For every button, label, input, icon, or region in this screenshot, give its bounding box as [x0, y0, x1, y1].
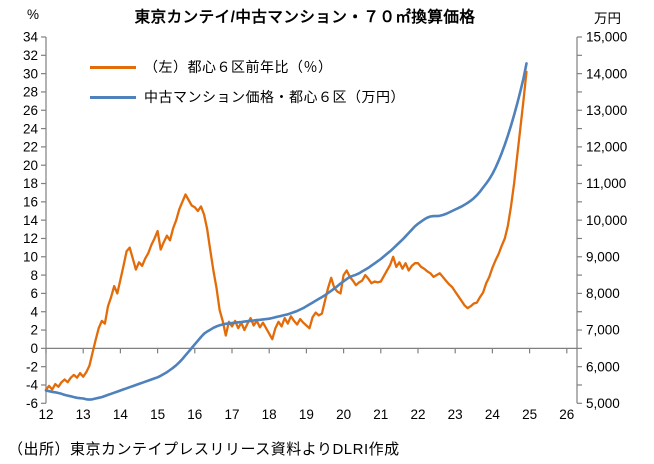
- right-axis-tick-label: 8,000: [586, 286, 620, 301]
- left-axis-tick-label: 24: [23, 121, 39, 136]
- right-axis-unit-label: 万円: [594, 11, 621, 26]
- left-axis-tick-label: 4: [30, 304, 38, 319]
- x-axis-tick-label: 16: [187, 407, 202, 422]
- x-axis-tick-label: 23: [448, 407, 463, 422]
- left-axis-tick-label: 34: [23, 30, 39, 45]
- left-axis-tick-label: -4: [26, 378, 38, 393]
- left-axis-tick-label: 10: [23, 249, 38, 264]
- left-axis-tick-label: -2: [26, 359, 38, 374]
- right-axis-tick-label: 6,000: [586, 359, 620, 374]
- x-axis-tick-label: 25: [522, 407, 537, 422]
- chart-legend: （左）都心６区前年比（％） 中古マンション価格・都心６区（万円）: [90, 52, 405, 112]
- left-axis-tick-label: 0: [30, 341, 38, 356]
- left-axis-tick-label: 30: [23, 66, 38, 81]
- left-axis-tick-label: -6: [26, 396, 38, 411]
- left-axis-tick-label: 12: [23, 231, 38, 246]
- left-axis-tick-label: 20: [23, 158, 38, 173]
- left-axis-tick-label: 2: [30, 323, 38, 338]
- left-axis-tick-label: 32: [23, 48, 38, 63]
- right-axis-tick-label: 11,000: [586, 176, 626, 191]
- legend-item-yoy: （左）都心６区前年比（％）: [90, 52, 405, 82]
- legend-item-price: 中古マンション価格・都心６区（万円）: [90, 82, 405, 112]
- x-axis-tick-label: 14: [113, 407, 129, 422]
- left-axis-tick-label: 8: [30, 268, 38, 283]
- right-axis-tick-label: 7,000: [586, 323, 620, 338]
- left-axis-tick-label: 28: [23, 85, 38, 100]
- x-axis-tick-label: 26: [559, 407, 574, 422]
- left-axis-tick-label: 18: [23, 176, 38, 191]
- x-axis-tick-label: 21: [373, 407, 388, 422]
- right-axis-tick-label: 15,000: [586, 30, 627, 45]
- price-line-swatch-icon: [90, 95, 136, 99]
- chart-title: 東京カンテイ/中古マンション・７０㎡換算価格: [134, 9, 476, 26]
- left-axis-tick-label: 26: [23, 103, 38, 118]
- right-axis-tick-label: 9,000: [586, 249, 620, 264]
- x-axis-tick-label: 17: [224, 407, 239, 422]
- right-axis-tick-label: 13,000: [586, 103, 627, 118]
- x-axis-tick-label: 15: [150, 407, 165, 422]
- right-axis-tick-label: 12,000: [586, 140, 627, 155]
- x-axis-tick-label: 13: [76, 407, 91, 422]
- left-axis-tick-label: 14: [23, 213, 39, 228]
- legend-label-yoy: （左）都心６区前年比（％）: [144, 59, 333, 75]
- left-axis-tick-label: 6: [30, 286, 38, 301]
- x-axis-tick-label: 19: [299, 407, 314, 422]
- left-axis-tick-label: 16: [23, 195, 38, 210]
- yoy-series-line: [44, 70, 528, 391]
- x-axis-tick-label: 22: [410, 407, 425, 422]
- x-axis-tick-label: 18: [262, 407, 277, 422]
- left-axis-tick-label: 22: [23, 140, 38, 155]
- x-axis-tick-label: 12: [38, 407, 53, 422]
- right-axis-tick-label: 5,000: [586, 396, 620, 411]
- right-axis-tick-label: 14,000: [586, 66, 627, 81]
- price-series-line: [44, 62, 528, 401]
- right-axis-tick-label: 10,000: [586, 213, 627, 228]
- x-axis-tick-label: 20: [336, 407, 351, 422]
- legend-label-price: 中古マンション価格・都心６区（万円）: [144, 89, 405, 105]
- yoy-line-swatch-icon: [90, 65, 136, 69]
- left-axis-unit-label: %: [27, 7, 40, 22]
- source-note: （出所）東京カンテイプレスリリース資料よりDLRI作成: [8, 441, 400, 458]
- x-axis-tick-label: 24: [485, 407, 501, 422]
